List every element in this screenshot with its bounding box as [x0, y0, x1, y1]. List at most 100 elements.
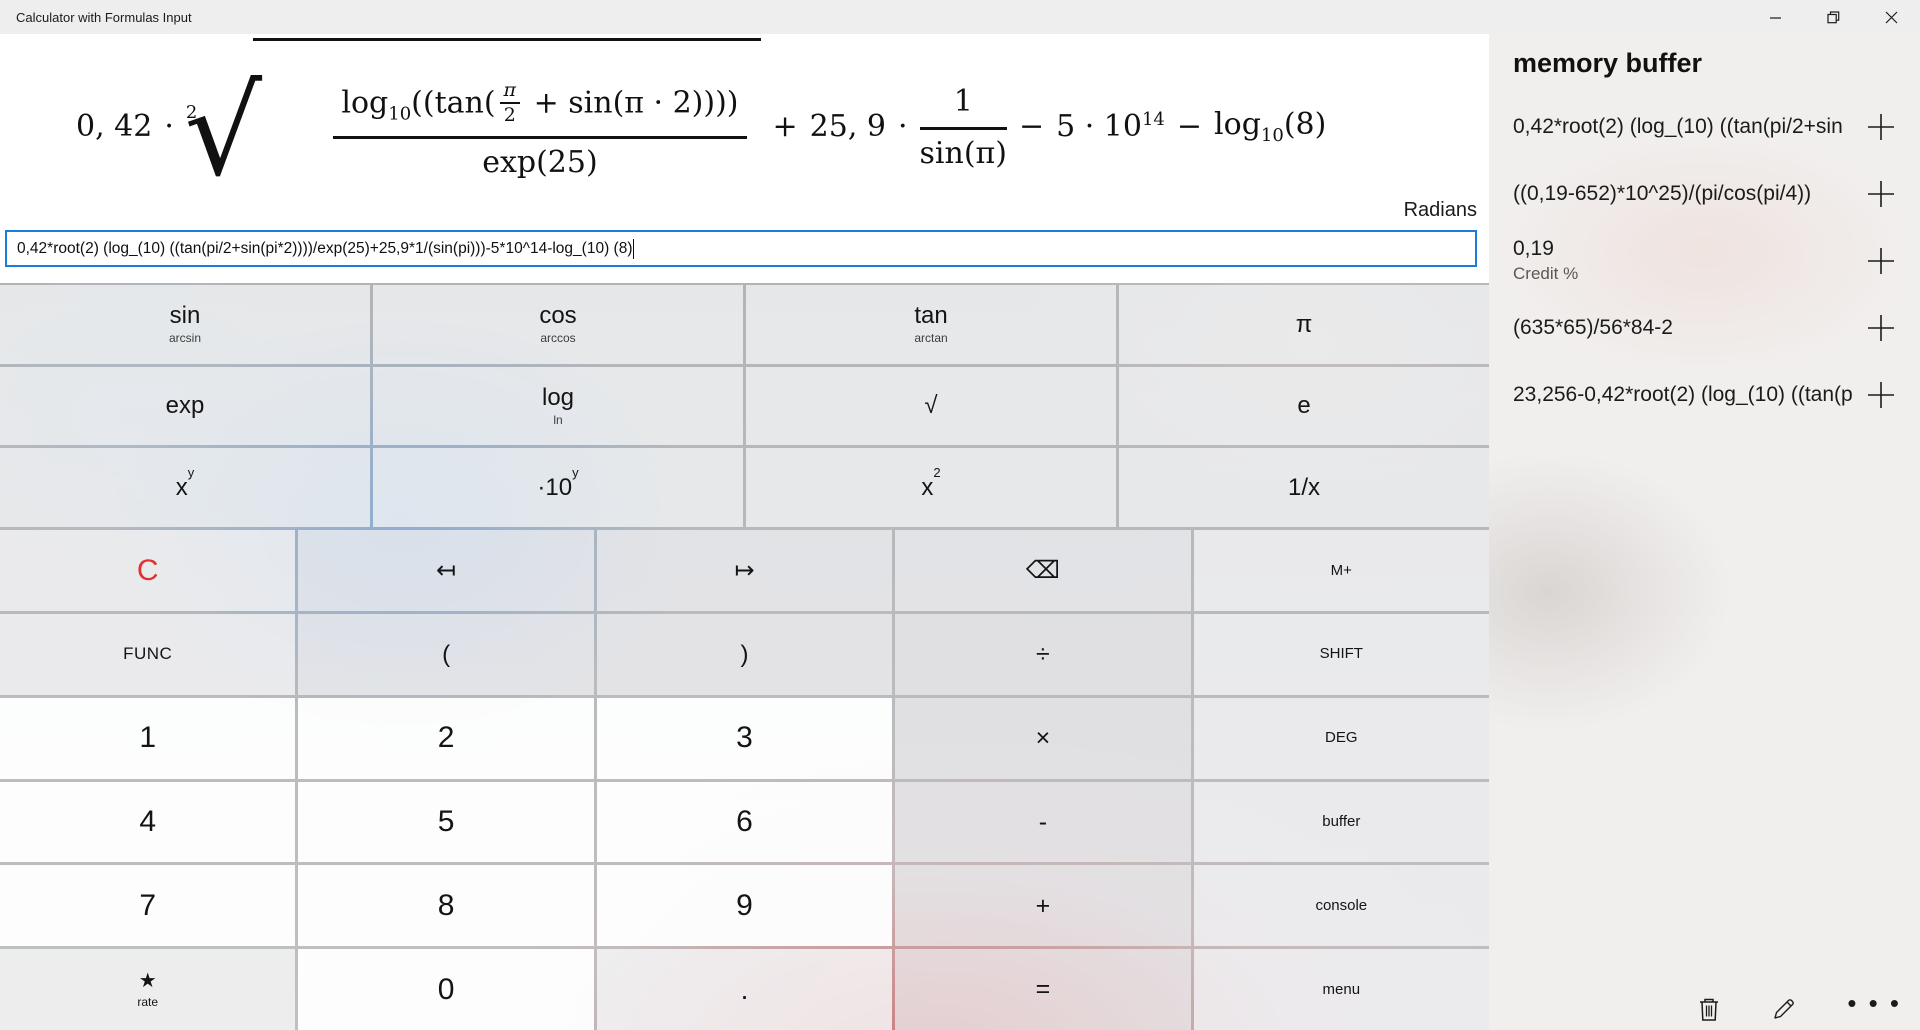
more-button[interactable]: • • •	[1847, 990, 1904, 1020]
edit-button[interactable]	[1771, 996, 1797, 1022]
key-clear[interactable]: C	[0, 530, 296, 611]
plus-icon	[1868, 381, 1894, 408]
key-sin[interactable]: sin arcsin	[0, 285, 370, 364]
memory-buffer-title: memory buffer	[1513, 48, 1703, 78]
key-e[interactable]: e	[1119, 366, 1489, 446]
key-divide[interactable]: ÷	[895, 613, 1191, 695]
memory-item-insert-button[interactable]	[1866, 313, 1896, 343]
memory-item-insert-button[interactable]	[1866, 179, 1896, 209]
key-label: (	[442, 640, 451, 668]
fraction-bar	[333, 135, 747, 139]
trash-button[interactable]	[1697, 996, 1721, 1022]
one-over-sin-pi: 1 sin(π)	[919, 83, 1007, 171]
plus-icon	[1868, 314, 1894, 341]
key-cursor-left[interactable]: ↤	[298, 530, 594, 611]
keypad: sin arcsin cos arccos tan arctan π exp log ln √ e xy…	[0, 283, 1489, 1030]
keypad-function-grid: sin arcsin cos arccos tan arctan π exp log ln √ e xy…	[0, 285, 1489, 527]
key-digit-1[interactable]: 1	[0, 697, 296, 779]
key-label: ★	[138, 969, 157, 992]
memory-item-text: (635*65)/56*84-2	[1513, 315, 1673, 339]
key-digit-5[interactable]: 5	[298, 781, 594, 863]
main-fraction: log10((tan(π 2 + sin(π · 2)))) exp(25)	[333, 79, 747, 180]
memory-item-insert-button[interactable]	[1866, 380, 1896, 410]
key-digit-6[interactable]: 6	[596, 781, 893, 863]
key-label: √	[924, 392, 938, 420]
memory-item[interactable]: ((0,19-652)*10^25)/(pi/cos(pi/4))	[1489, 160, 1920, 227]
close-button[interactable]	[1862, 0, 1920, 34]
key-label: π	[1295, 310, 1313, 338]
restore-icon	[1826, 10, 1839, 23]
memory-footer-toolbar: • • •	[1697, 990, 1904, 1022]
memory-item-text: 23,256-0,42*root(2) (log_(10) ((tan(p	[1513, 382, 1853, 406]
key-reciprocal[interactable]: 1/x	[1119, 448, 1489, 527]
restore-button[interactable]	[1804, 0, 1862, 34]
key-memory-add[interactable]: M+	[1193, 530, 1489, 611]
key-label: buffer	[1322, 813, 1361, 831]
memory-item-insert-button[interactable]	[1866, 112, 1896, 142]
key-tan[interactable]: tan arctan	[746, 285, 1116, 364]
formula-input[interactable]: 0,42*root(2) (log_(10) ((tan(pi/2+sin(pi…	[5, 230, 1477, 267]
key-exp[interactable]: exp	[0, 366, 370, 446]
key-label: 9	[736, 888, 753, 922]
key-paren-close[interactable]: )	[596, 613, 893, 695]
radical-group: 2 √ log10((tan(π 2 + sin(π · 2)))) exp(25…	[184, 37, 761, 215]
key-x-squared[interactable]: x2	[746, 448, 1116, 527]
key-digit-2[interactable]: 2	[298, 697, 594, 779]
key-paren-open[interactable]: (	[298, 613, 594, 695]
root-index: 2	[185, 101, 198, 123]
minimize-icon	[1769, 16, 1781, 19]
plus-icon	[1868, 180, 1894, 207]
key-digit-9[interactable]: 9	[596, 865, 893, 947]
angle-mode-label: Radians	[1403, 199, 1477, 221]
minimize-button[interactable]	[1746, 0, 1804, 34]
key-backspace[interactable]: ⌫	[895, 530, 1191, 611]
key-label: ·10y	[537, 465, 579, 502]
key-label: menu	[1322, 980, 1361, 998]
key-add[interactable]: +	[895, 865, 1191, 947]
key-deg[interactable]: DEG	[1193, 697, 1489, 779]
key-decimal[interactable]: .	[596, 949, 893, 1030]
key-func[interactable]: FUNC	[0, 613, 296, 695]
key-label: tan	[914, 302, 948, 330]
key-digit-7[interactable]: 7	[0, 865, 296, 947]
memory-buffer-panel: memory buffer 0,42*root(2) (log_(10) ((t…	[1489, 34, 1920, 1030]
key-pi[interactable]: π	[1119, 285, 1489, 364]
formula-input-value: 0,42*root(2) (log_(10) ((tan(pi/2+sin(pi…	[17, 239, 633, 257]
key-digit-8[interactable]: 8	[298, 865, 594, 947]
key-label: 7	[139, 888, 157, 922]
key-x-pow-y[interactable]: xy	[0, 448, 370, 527]
memory-item[interactable]: 0,42*root(2) (log_(10) ((tan(pi/2+sin	[1489, 93, 1920, 160]
key-label: FUNC	[123, 644, 173, 664]
key-multiply[interactable]: ×	[895, 697, 1191, 779]
formula-lead: 0, 42	[76, 108, 153, 144]
key-subtract[interactable]: -	[895, 781, 1191, 863]
key-cos[interactable]: cos arccos	[373, 285, 743, 364]
key-equals[interactable]: =	[895, 949, 1191, 1030]
radical-sign-icon: √	[184, 61, 263, 204]
key-log[interactable]: log ln	[373, 366, 743, 446]
edit-icon	[1774, 999, 1795, 1019]
power-term: 5 · 1014	[1056, 108, 1165, 144]
key-times-10-pow-y[interactable]: ·10y	[373, 448, 743, 527]
key-console[interactable]: console	[1193, 865, 1489, 947]
key-buffer[interactable]: buffer	[1193, 781, 1489, 863]
key-cursor-right[interactable]: ↦	[596, 530, 893, 611]
key-rate[interactable]: ★ rate	[0, 949, 296, 1030]
key-sublabel: arcsin	[168, 331, 201, 346]
key-label: ↤	[436, 556, 457, 584]
key-sublabel: rate	[137, 994, 159, 1009]
title-bar: Calculator with Formulas Input	[0, 0, 1920, 34]
key-digit-0[interactable]: 0	[298, 949, 594, 1030]
key-label: 3	[736, 721, 753, 755]
key-menu[interactable]: menu	[1193, 949, 1489, 1030]
memory-item[interactable]: (635*65)/56*84-2	[1489, 294, 1920, 361]
key-sqrt[interactable]: √	[746, 366, 1116, 446]
memory-item[interactable]: 0,19 Credit %	[1489, 227, 1920, 294]
key-shift[interactable]: SHIFT	[1193, 613, 1489, 695]
memory-item[interactable]: 23,256-0,42*root(2) (log_(10) ((tan(p	[1489, 361, 1920, 428]
key-digit-4[interactable]: 4	[0, 781, 296, 863]
memory-item-insert-button[interactable]	[1866, 246, 1896, 276]
key-sublabel: arccos	[540, 331, 576, 346]
key-digit-3[interactable]: 3	[596, 697, 893, 779]
